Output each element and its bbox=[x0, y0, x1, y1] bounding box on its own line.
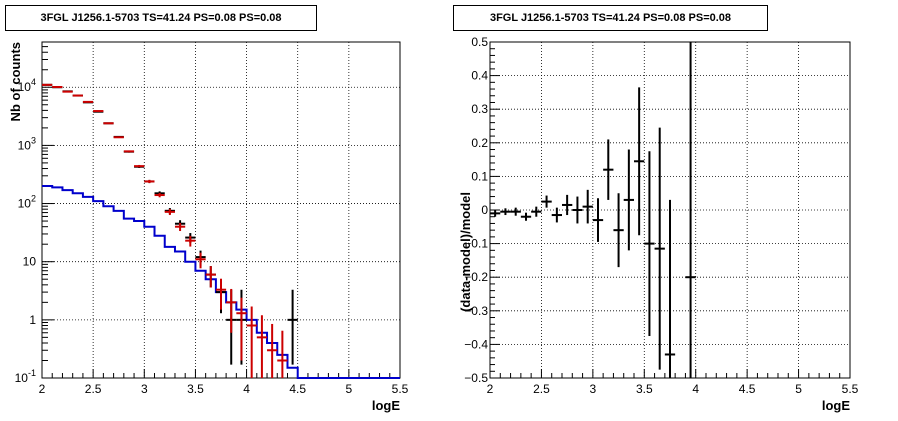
y-tick-label: 1 bbox=[29, 313, 36, 327]
x-tick-label: 5 bbox=[795, 382, 802, 396]
x-tick-label: 4.5 bbox=[739, 382, 756, 396]
x-tick-label: 4 bbox=[243, 382, 250, 396]
y-tick-label: 104 bbox=[18, 77, 36, 94]
x-tick-label: 5 bbox=[346, 382, 353, 396]
left-plot-frame bbox=[41, 41, 401, 379]
residual-plot-panel: 2 2.5 3 3.5 4 4.5 5 5.5 −0.5 −0.4 −0.3 −0.2 −0.1 0 0.1… bbox=[458, 35, 859, 413]
x-tick-label: 4.5 bbox=[289, 382, 306, 396]
x-tick-label: 2.5 bbox=[85, 382, 102, 396]
y-tick-label: 10-1 bbox=[15, 368, 36, 385]
x-axis-label: logE bbox=[372, 398, 400, 413]
y-tick-label: 103 bbox=[18, 135, 36, 152]
y-tick-label: 0.1 bbox=[471, 169, 488, 183]
y-tick-label: 0.4 bbox=[471, 69, 488, 83]
y-tick-label: −0.4 bbox=[464, 337, 488, 351]
y-tick-label: 0 bbox=[481, 203, 488, 217]
y-tick-label: −0.1 bbox=[464, 237, 488, 251]
x-tick-label: 5.5 bbox=[392, 382, 409, 396]
y-axis-label: Nb of counts bbox=[8, 42, 23, 121]
x-tick-label: 2 bbox=[39, 382, 46, 396]
x-axis-label: logE bbox=[822, 398, 850, 413]
y-tick-label: 0.3 bbox=[471, 102, 488, 116]
x-tick-label: 2.5 bbox=[533, 382, 550, 396]
x-tick-label: 3 bbox=[141, 382, 148, 396]
y-tick-label: 0.5 bbox=[471, 35, 488, 49]
y-tick-label: 10 bbox=[23, 255, 37, 269]
y-tick-label: 102 bbox=[18, 194, 36, 211]
y-tick-label: −0.2 bbox=[464, 270, 488, 284]
x-tick-label: 4 bbox=[692, 382, 699, 396]
right-plot-title: 3FGL J1256.1-5703 TS=41.24 PS=0.08 PS=0.… bbox=[453, 5, 768, 31]
y-tick-label: −0.5 bbox=[464, 371, 488, 385]
x-tick-label: 5.5 bbox=[842, 382, 859, 396]
x-tick-label: 3.5 bbox=[187, 382, 204, 396]
counts-plot-panel: 2 2.5 3 3.5 4 4.5 5 5.5 10-1 1 10 102 103 104 logE Nb o… bbox=[8, 41, 409, 413]
x-tick-label: 3.5 bbox=[636, 382, 653, 396]
y-tick-label: 0.2 bbox=[471, 136, 488, 150]
y-tick-label: −0.3 bbox=[464, 304, 488, 318]
x-tick-label: 2 bbox=[487, 382, 494, 396]
y-axis-label: (data-model)/model bbox=[458, 192, 473, 312]
left-plot-title: 3FGL J1256.1-5703 TS=41.24 PS=0.08 PS=0.… bbox=[5, 5, 317, 31]
x-tick-label: 3 bbox=[590, 382, 597, 396]
